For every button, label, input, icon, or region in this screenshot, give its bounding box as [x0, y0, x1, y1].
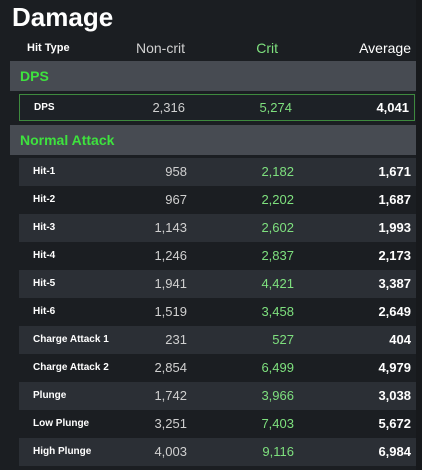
row-label: Hit-2	[33, 194, 56, 205]
row-average: 3,038	[378, 388, 411, 403]
row-label: Hit-4	[33, 250, 56, 261]
row-average: 4,041	[376, 100, 409, 115]
row-non-crit: 1,941	[154, 276, 187, 291]
column-header-average: Average	[359, 40, 411, 56]
row-label: Charge Attack 2	[33, 362, 109, 373]
damage-title: Damage	[12, 2, 114, 32]
row-label: High Plunge	[33, 446, 92, 457]
row-average: 2,173	[378, 248, 411, 263]
row-non-crit: 958	[165, 164, 187, 179]
row-crit: 527	[272, 332, 294, 347]
row-crit: 2,202	[261, 192, 294, 207]
row-non-crit: 1,246	[154, 248, 187, 263]
row-crit: 2,602	[261, 220, 294, 235]
row-average: 4,979	[378, 360, 411, 375]
row-label: Hit-1	[33, 166, 56, 177]
table-row[interactable]: Low Plunge 3,251 7,403 5,672	[19, 410, 416, 438]
row-crit: 6,499	[261, 360, 294, 375]
column-header-non-crit: Non-crit	[135, 40, 185, 56]
row-label: Hit-5	[33, 278, 56, 289]
row-average: 6,984	[378, 444, 411, 459]
row-crit: 3,458	[261, 304, 294, 319]
row-crit: 2,837	[261, 248, 294, 263]
row-average: 1,687	[378, 192, 411, 207]
row-non-crit: 4,003	[154, 444, 187, 459]
row-average: 2,649	[378, 304, 411, 319]
row-crit: 9,116	[262, 444, 294, 459]
row-non-crit: 231	[165, 332, 187, 347]
row-crit: 7,403	[261, 416, 294, 431]
row-crit: 3,966	[261, 388, 294, 403]
row-average: 3,387	[378, 276, 411, 291]
column-header-crit: Crit	[256, 40, 278, 56]
table-row-dps[interactable]: DPS 2,316 5,274 4,041	[19, 94, 415, 121]
row-non-crit: 967	[165, 192, 187, 207]
row-average: 404	[389, 332, 411, 347]
row-label: DPS	[34, 102, 55, 113]
row-crit: 4,421	[261, 276, 294, 291]
row-label: Plunge	[33, 390, 67, 401]
table-row[interactable]: Charge Attack 2 2,854 6,499 4,979	[19, 354, 416, 382]
table-row[interactable]: Hit-2 967 2,202 1,687	[19, 186, 416, 214]
row-label: Hit-6	[33, 306, 56, 317]
column-header-hit-type: Hit Type	[27, 42, 70, 54]
table-row[interactable]: Plunge 1,742 3,966 3,038	[19, 382, 416, 410]
row-crit: 5,274	[259, 100, 292, 115]
row-average: 5,672	[378, 416, 411, 431]
table-row[interactable]: Hit-3 1,143 2,602 1,993	[19, 214, 416, 242]
row-non-crit: 1,143	[154, 220, 187, 235]
table-row[interactable]: Hit-4 1,246 2,837 2,173	[19, 242, 416, 270]
table-row[interactable]: Hit-5 1,941 4,421 3,387	[19, 270, 416, 298]
section-title: Normal Attack	[20, 132, 115, 148]
section-header-normal-attack[interactable]: Normal Attack	[10, 125, 416, 155]
row-average: 1,671	[378, 164, 411, 179]
column-header-row: Hit Type Non-crit Crit Average	[0, 36, 416, 60]
table-row[interactable]: Charge Attack 1 231 527 404	[19, 326, 416, 354]
section-title: DPS	[20, 68, 49, 84]
table-row[interactable]: Hit-1 958 2,182 1,671	[19, 158, 416, 186]
row-crit: 2,182	[261, 164, 294, 179]
row-non-crit: 2,316	[152, 100, 185, 115]
row-non-crit: 1,742	[154, 388, 187, 403]
table-row[interactable]: High Plunge 4,003 9,116 6,984	[19, 438, 416, 466]
row-label: Hit-3	[33, 222, 56, 233]
scrollbar-track[interactable]	[416, 0, 422, 470]
row-non-crit: 3,251	[154, 416, 187, 431]
row-non-crit: 2,854	[154, 360, 187, 375]
row-average: 1,993	[378, 220, 411, 235]
row-label: Charge Attack 1	[33, 334, 109, 345]
table-row[interactable]: Hit-6 1,519 3,458 2,649	[19, 298, 416, 326]
row-non-crit: 1,519	[154, 304, 187, 319]
row-label: Low Plunge	[33, 418, 90, 429]
section-header-dps[interactable]: DPS	[10, 61, 416, 91]
